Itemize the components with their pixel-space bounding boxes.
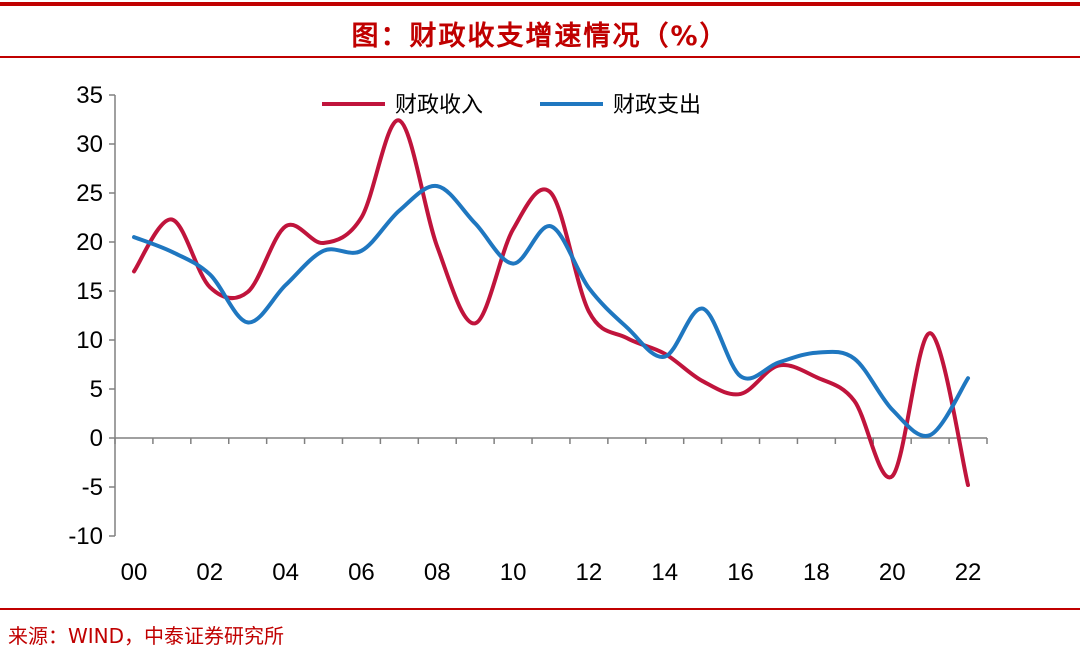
data-point	[740, 393, 741, 394]
y-tick-label: 10	[76, 327, 103, 354]
data-point	[247, 291, 248, 292]
data-point	[854, 400, 855, 401]
data-point	[930, 333, 931, 334]
x-tick-label: 04	[272, 559, 299, 586]
data-point	[399, 120, 400, 121]
data-point	[209, 274, 210, 275]
data-point	[285, 226, 286, 227]
y-tick-label: 0	[90, 425, 103, 452]
data-point	[285, 285, 286, 286]
y-tick-label: 15	[76, 278, 103, 305]
x-tick-label: 02	[196, 559, 223, 586]
data-point	[437, 186, 438, 187]
data-point	[968, 485, 969, 486]
x-tick-label: 06	[348, 559, 375, 586]
data-point	[133, 237, 134, 238]
data-point	[551, 226, 552, 227]
x-tick-label: 14	[651, 559, 678, 586]
y-tick-label: 35	[76, 82, 103, 109]
data-point	[475, 223, 476, 224]
data-point	[740, 376, 741, 377]
data-point	[892, 409, 893, 410]
x-tick-label: 10	[500, 559, 527, 586]
data-point	[664, 353, 665, 354]
source-note: 来源：WIND，中泰证券研究所	[8, 624, 285, 648]
legend-label-revenue: 财政收入	[395, 93, 483, 118]
title-rule	[0, 56, 1080, 58]
data-point	[702, 308, 703, 309]
x-tick-label: 18	[803, 559, 830, 586]
data-point	[778, 365, 779, 366]
data-point	[664, 356, 665, 357]
x-tick-label: 22	[955, 559, 982, 586]
y-tick-label: 5	[90, 376, 103, 403]
data-point	[323, 250, 324, 251]
data-point	[626, 338, 627, 339]
data-point	[816, 377, 817, 378]
data-point	[588, 288, 589, 289]
footer-rule	[0, 608, 1080, 610]
data-point	[171, 251, 172, 252]
series-line-revenue	[132, 118, 970, 487]
data-point	[588, 311, 589, 312]
chart: 35 30 25 20 15 10 5 0 -5 -10 00 02 04 06 08 10 12 14 16 18 2…	[68, 82, 988, 586]
x-tick-label: 20	[879, 559, 906, 586]
data-point	[437, 246, 438, 247]
data-point	[247, 322, 248, 323]
y-tick-label: 25	[76, 180, 103, 207]
chart-title: 图：财政收支增速情况（%）	[351, 21, 729, 52]
x-tick-label: 08	[424, 559, 451, 586]
data-point	[361, 250, 362, 251]
y-tick-label: 30	[76, 131, 103, 158]
data-point	[133, 271, 134, 272]
top-rule	[0, 2, 1080, 6]
legend-label-expenditure: 财政支出	[613, 93, 701, 118]
x-tick-label: 16	[727, 559, 754, 586]
y-tick-label: -10	[68, 523, 103, 550]
data-point	[892, 476, 893, 477]
data-point	[361, 217, 362, 218]
y-tick-label: -5	[82, 474, 103, 501]
data-point	[816, 352, 817, 353]
data-point	[854, 358, 855, 359]
data-point	[171, 219, 172, 220]
data-point	[702, 381, 703, 382]
y-tick-label: 20	[76, 229, 103, 256]
data-point	[513, 263, 514, 264]
axes: 35 30 25 20 15 10 5 0 -5 -10 00 02 04 06 08 10 12 14 16 18 2…	[68, 82, 988, 586]
data-point	[399, 210, 400, 211]
data-point	[323, 242, 324, 243]
series-layer	[132, 118, 970, 487]
data-point	[778, 362, 779, 363]
data-point	[513, 229, 514, 230]
data-point	[968, 378, 969, 379]
x-tick-label: 12	[576, 559, 603, 586]
data-point	[551, 193, 552, 194]
legend: 财政收入 财政支出	[322, 93, 701, 118]
x-tick-label: 00	[121, 559, 148, 586]
data-point	[930, 435, 931, 436]
data-point	[626, 327, 627, 328]
data-point	[209, 287, 210, 288]
data-point	[475, 323, 476, 324]
series-line-expenditure	[132, 184, 970, 438]
